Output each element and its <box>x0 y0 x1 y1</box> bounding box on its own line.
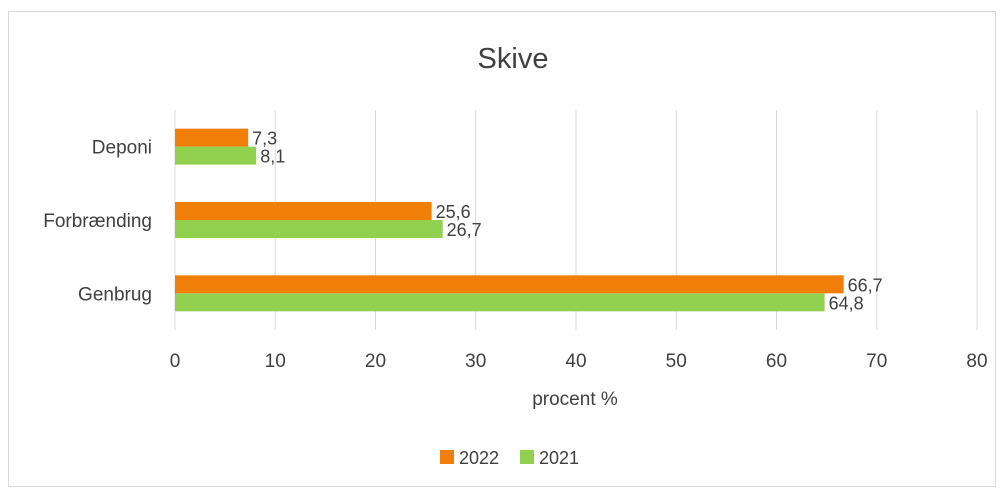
data-label: 25,6 <box>436 202 471 222</box>
chart-title: Skive <box>478 43 549 75</box>
bar-2021 <box>175 220 443 238</box>
chart-frame <box>8 11 996 487</box>
x-tick-label: 70 <box>866 351 887 372</box>
data-labels: 7,38,1 25,626,7 66,764,8 <box>252 129 883 314</box>
x-tick-label: 0 <box>170 351 181 372</box>
category-label: Deponi <box>92 138 152 159</box>
x-tick-labels: 0 10 20 30 40 50 60 70 80 <box>170 351 988 372</box>
data-label: 8,1 <box>260 147 285 167</box>
x-tick-label: 20 <box>365 351 386 372</box>
x-tick-label: 40 <box>565 351 586 372</box>
bar-2022 <box>175 128 249 147</box>
legend-label: 2021 <box>539 448 579 468</box>
bar-2022 <box>175 275 844 294</box>
x-tick-label: 50 <box>666 351 687 372</box>
data-label: 7,3 <box>252 129 277 149</box>
category-label: Forbrænding <box>43 211 152 232</box>
data-label: 66,7 <box>848 275 883 295</box>
bars <box>175 128 844 312</box>
bar-2021 <box>175 146 257 165</box>
category-labels: Deponi Forbrænding Genbrug <box>43 138 152 306</box>
legend-swatch <box>440 450 454 464</box>
data-label: 64,8 <box>829 293 864 313</box>
x-tick-label: 60 <box>766 351 787 372</box>
x-tick-label: 80 <box>966 351 987 372</box>
category-label: Genbrug <box>78 284 152 305</box>
x-axis-label: procent % <box>532 389 618 410</box>
legend: 2022 2021 <box>440 448 579 468</box>
legend-label: 2022 <box>459 448 499 468</box>
x-tick-label: 10 <box>265 351 286 372</box>
bar-2021 <box>175 293 825 312</box>
data-label: 26,7 <box>447 220 482 240</box>
bar-2022 <box>175 202 432 220</box>
x-tick-label: 30 <box>465 351 486 372</box>
legend-swatch <box>520 450 534 464</box>
